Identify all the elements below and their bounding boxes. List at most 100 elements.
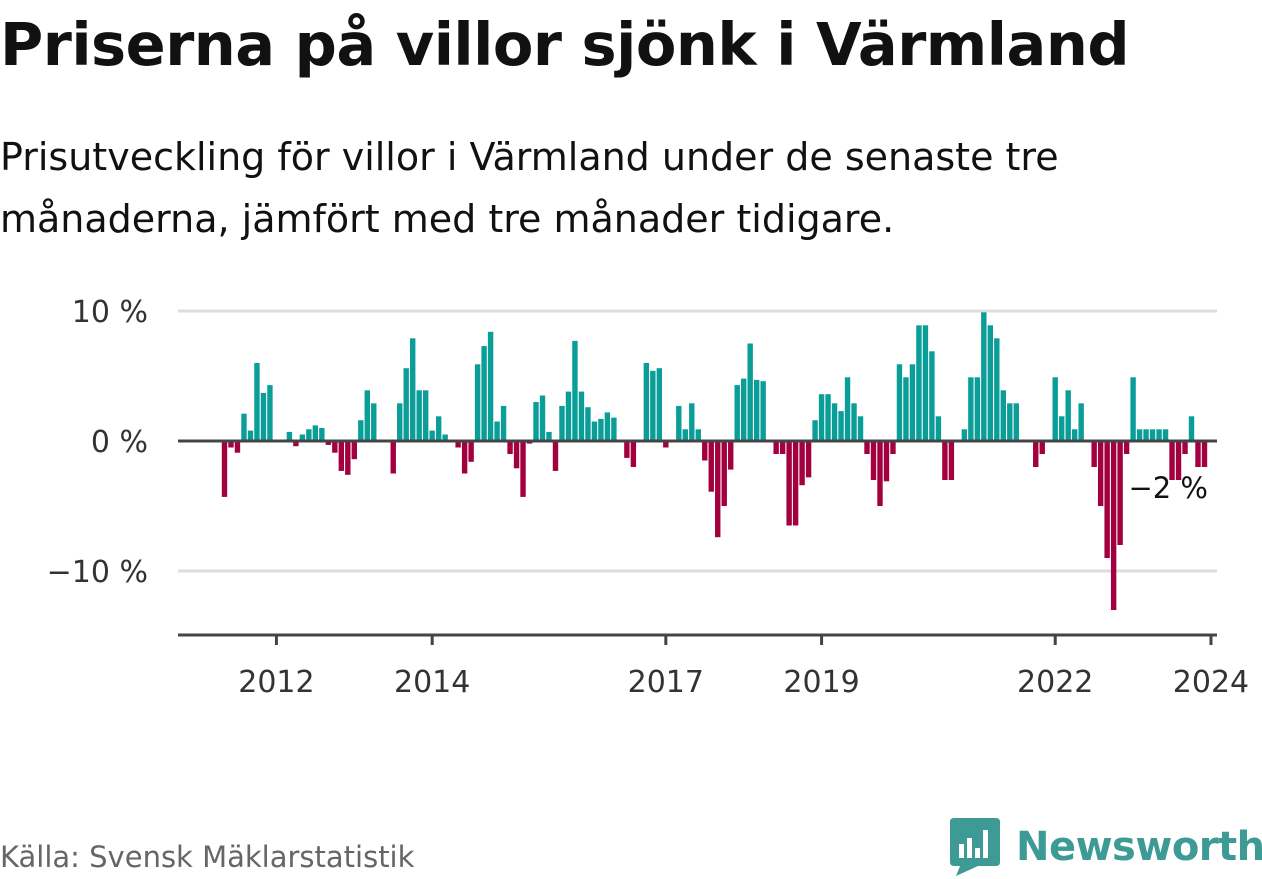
bar <box>598 418 604 441</box>
bar <box>851 403 857 441</box>
newsworthy-logo[interactable]: Newsworthy <box>950 818 1262 876</box>
bar <box>611 417 617 441</box>
bar <box>1007 403 1013 441</box>
bar <box>857 416 864 441</box>
x-tick-label: 2022 <box>1017 665 1093 700</box>
bar <box>968 377 974 441</box>
bar <box>916 325 922 441</box>
bar <box>812 420 818 441</box>
bar-chart: 10 % 0 % −10 % 2012 2014 2017 2019 2022 2024 −2… <box>47 295 1250 700</box>
bar <box>546 431 552 441</box>
bar <box>513 441 520 469</box>
bar <box>741 378 747 441</box>
bar <box>1182 441 1188 454</box>
bar <box>987 325 994 441</box>
bar <box>890 441 896 454</box>
bar <box>1175 441 1182 480</box>
bar <box>903 377 909 441</box>
bar <box>643 363 650 441</box>
bar <box>870 441 877 480</box>
bar <box>591 421 598 441</box>
bar <box>410 338 416 441</box>
x-tick-label: 2014 <box>394 665 470 700</box>
bar <box>747 343 753 441</box>
bar <box>753 379 760 441</box>
bar <box>435 416 442 441</box>
bars <box>221 312 1208 610</box>
bar <box>942 441 948 480</box>
bar <box>247 430 254 441</box>
bar <box>604 412 611 441</box>
bar <box>1059 416 1065 441</box>
brand-name: Newsworthy <box>1016 824 1262 870</box>
bar <box>1052 377 1058 441</box>
bar <box>403 368 409 441</box>
bar <box>760 381 766 441</box>
source-note: Källa: Svensk Mäklarstatistik <box>0 840 415 874</box>
bar <box>533 402 539 441</box>
bar <box>961 429 968 441</box>
bar <box>1104 441 1110 558</box>
bar <box>319 428 325 441</box>
y-tick-label: 0 % <box>91 425 148 460</box>
bar <box>487 331 494 441</box>
bar <box>1013 403 1019 441</box>
bar <box>689 403 695 441</box>
bar <box>1169 441 1175 480</box>
bar-chart-logo-icon <box>950 818 1000 876</box>
bar <box>715 441 721 538</box>
gridlines <box>178 309 1217 573</box>
bar <box>474 364 481 441</box>
bar <box>779 441 786 454</box>
bar <box>1136 429 1143 441</box>
bar <box>786 441 792 526</box>
bar <box>695 429 701 441</box>
bar <box>422 390 429 441</box>
x-tick-label: 2024 <box>1173 665 1249 700</box>
bar <box>773 441 779 454</box>
bar <box>455 441 461 448</box>
y-tick-label: −10 % <box>47 555 148 590</box>
bar <box>585 407 591 441</box>
bar <box>702 441 708 461</box>
bar <box>650 370 656 441</box>
bar <box>734 385 740 441</box>
bar <box>306 429 312 441</box>
bar <box>1143 429 1149 441</box>
bar <box>1091 441 1097 467</box>
bar <box>1078 403 1084 441</box>
bar <box>663 441 669 448</box>
bar <box>254 363 260 441</box>
bar <box>1065 390 1071 441</box>
bar <box>877 441 883 506</box>
y-axis-labels: 10 % 0 % −10 % <box>47 295 148 590</box>
bar <box>818 394 825 441</box>
bar <box>864 441 870 454</box>
bar <box>520 441 526 497</box>
bar <box>351 441 357 460</box>
bar <box>1195 441 1201 467</box>
bar <box>552 441 559 471</box>
bar <box>325 441 332 445</box>
bar <box>500 405 507 441</box>
bar <box>1123 441 1130 454</box>
bar <box>624 441 630 458</box>
bar <box>390 441 396 474</box>
bar <box>1097 441 1104 506</box>
bar <box>682 429 688 441</box>
bar <box>221 441 228 497</box>
bar <box>565 391 572 441</box>
bar <box>799 441 805 486</box>
bar <box>935 416 942 441</box>
bar <box>1000 390 1006 441</box>
bar <box>656 368 663 441</box>
bar <box>630 441 637 467</box>
bar <box>708 441 714 492</box>
bar <box>838 411 844 441</box>
bar <box>1071 429 1078 441</box>
bar <box>260 392 267 441</box>
bar <box>286 431 293 441</box>
bar <box>507 441 513 454</box>
bar <box>981 312 987 441</box>
bar <box>299 434 306 441</box>
